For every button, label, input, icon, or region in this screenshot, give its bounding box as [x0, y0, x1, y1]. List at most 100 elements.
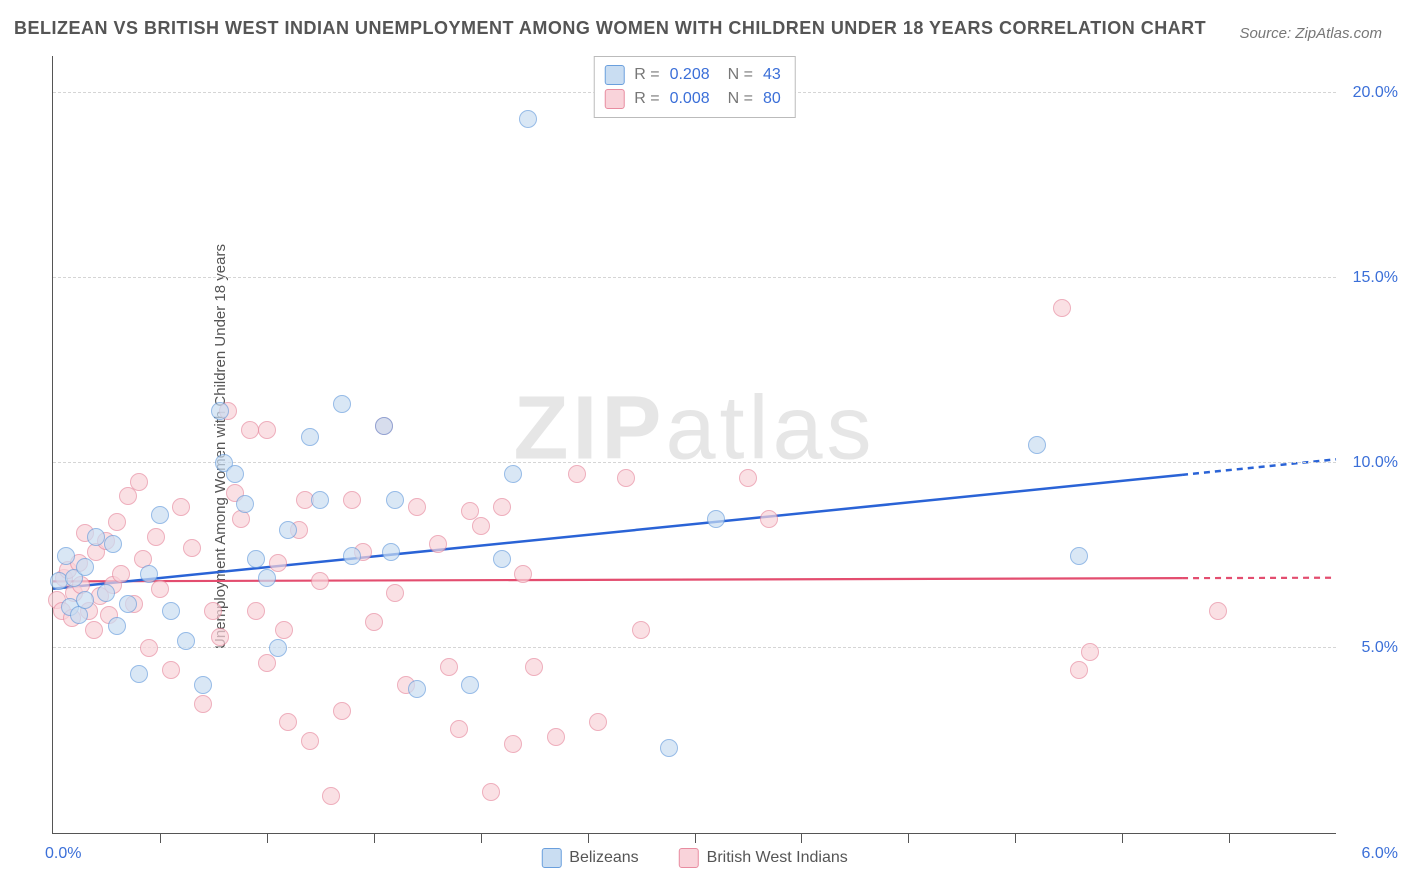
data-point [450, 720, 468, 738]
data-point [130, 473, 148, 491]
x-tick [1229, 833, 1230, 843]
data-point [211, 402, 229, 420]
n-label-b: N = [728, 87, 753, 111]
data-point [514, 565, 532, 583]
r-label-b: R = [634, 87, 659, 111]
data-point [76, 591, 94, 609]
data-point [279, 713, 297, 731]
legend-label-b: British West Indians [707, 849, 848, 867]
data-point [97, 584, 115, 602]
x-tick [801, 833, 802, 843]
data-point [472, 517, 490, 535]
data-point [119, 595, 137, 613]
data-point [547, 728, 565, 746]
data-point [333, 395, 351, 413]
data-point [172, 498, 190, 516]
data-point [322, 787, 340, 805]
x-tick [1015, 833, 1016, 843]
gridline [53, 462, 1336, 463]
data-point [482, 783, 500, 801]
data-point [258, 654, 276, 672]
legend-swatch-a [541, 848, 561, 868]
data-point [461, 676, 479, 694]
data-point [1070, 661, 1088, 679]
data-point [440, 658, 458, 676]
data-point [258, 569, 276, 587]
data-point [204, 602, 222, 620]
data-point [760, 510, 778, 528]
data-point [343, 491, 361, 509]
data-point [112, 565, 130, 583]
data-point [333, 702, 351, 720]
scatter-plot: ZIPatlas R = 0.208 N = 43 R = 0.008 N = … [52, 56, 1336, 834]
data-point [660, 739, 678, 757]
data-point [429, 535, 447, 553]
trend-lines [53, 56, 1336, 833]
source-credit: Source: ZipAtlas.com [1239, 25, 1382, 42]
data-point [386, 584, 404, 602]
data-point [269, 639, 287, 657]
r-value-a: 0.208 [670, 63, 710, 87]
data-point [236, 495, 254, 513]
data-point [151, 580, 169, 598]
data-point [568, 465, 586, 483]
x-tick [1122, 833, 1123, 843]
y-tick-label: 20.0% [1353, 84, 1398, 102]
data-point [140, 565, 158, 583]
gridline [53, 277, 1336, 278]
data-point [130, 665, 148, 683]
x-tick [481, 833, 482, 843]
data-point [194, 676, 212, 694]
data-point [194, 695, 212, 713]
data-point [617, 469, 635, 487]
data-point [1053, 299, 1071, 317]
data-point [375, 417, 393, 435]
data-point [258, 421, 276, 439]
data-point [504, 465, 522, 483]
r-value-b: 0.008 [670, 87, 710, 111]
data-point [279, 521, 297, 539]
legend-item-a: Belizeans [541, 848, 638, 868]
data-point [140, 639, 158, 657]
data-point [504, 735, 522, 753]
data-point [108, 513, 126, 531]
x-tick [374, 833, 375, 843]
swatch-belizeans [604, 65, 624, 85]
gridline [53, 647, 1336, 648]
x-tick [908, 833, 909, 843]
x-axis-min-label: 0.0% [45, 845, 81, 863]
data-point [386, 491, 404, 509]
data-point [301, 428, 319, 446]
data-point [241, 421, 259, 439]
y-tick-label: 15.0% [1353, 269, 1398, 287]
data-point [343, 547, 361, 565]
x-tick [588, 833, 589, 843]
data-point [147, 528, 165, 546]
data-point [739, 469, 757, 487]
data-point [108, 617, 126, 635]
x-tick [695, 833, 696, 843]
data-point [408, 680, 426, 698]
x-tick [160, 833, 161, 843]
data-point [177, 632, 195, 650]
data-point [525, 658, 543, 676]
n-value-a: 43 [763, 63, 781, 87]
data-point [162, 661, 180, 679]
data-point [211, 628, 229, 646]
data-point [162, 602, 180, 620]
data-point [151, 506, 169, 524]
data-point [247, 602, 265, 620]
data-point [408, 498, 426, 516]
data-point [519, 110, 537, 128]
data-point [589, 713, 607, 731]
data-point [1070, 547, 1088, 565]
data-point [707, 510, 725, 528]
data-point [85, 621, 103, 639]
x-tick [267, 833, 268, 843]
data-point [311, 572, 329, 590]
data-point [247, 550, 265, 568]
data-point [1028, 436, 1046, 454]
legend-item-b: British West Indians [679, 848, 848, 868]
data-point [632, 621, 650, 639]
correlation-legend: R = 0.208 N = 43 R = 0.008 N = 80 [593, 56, 796, 118]
